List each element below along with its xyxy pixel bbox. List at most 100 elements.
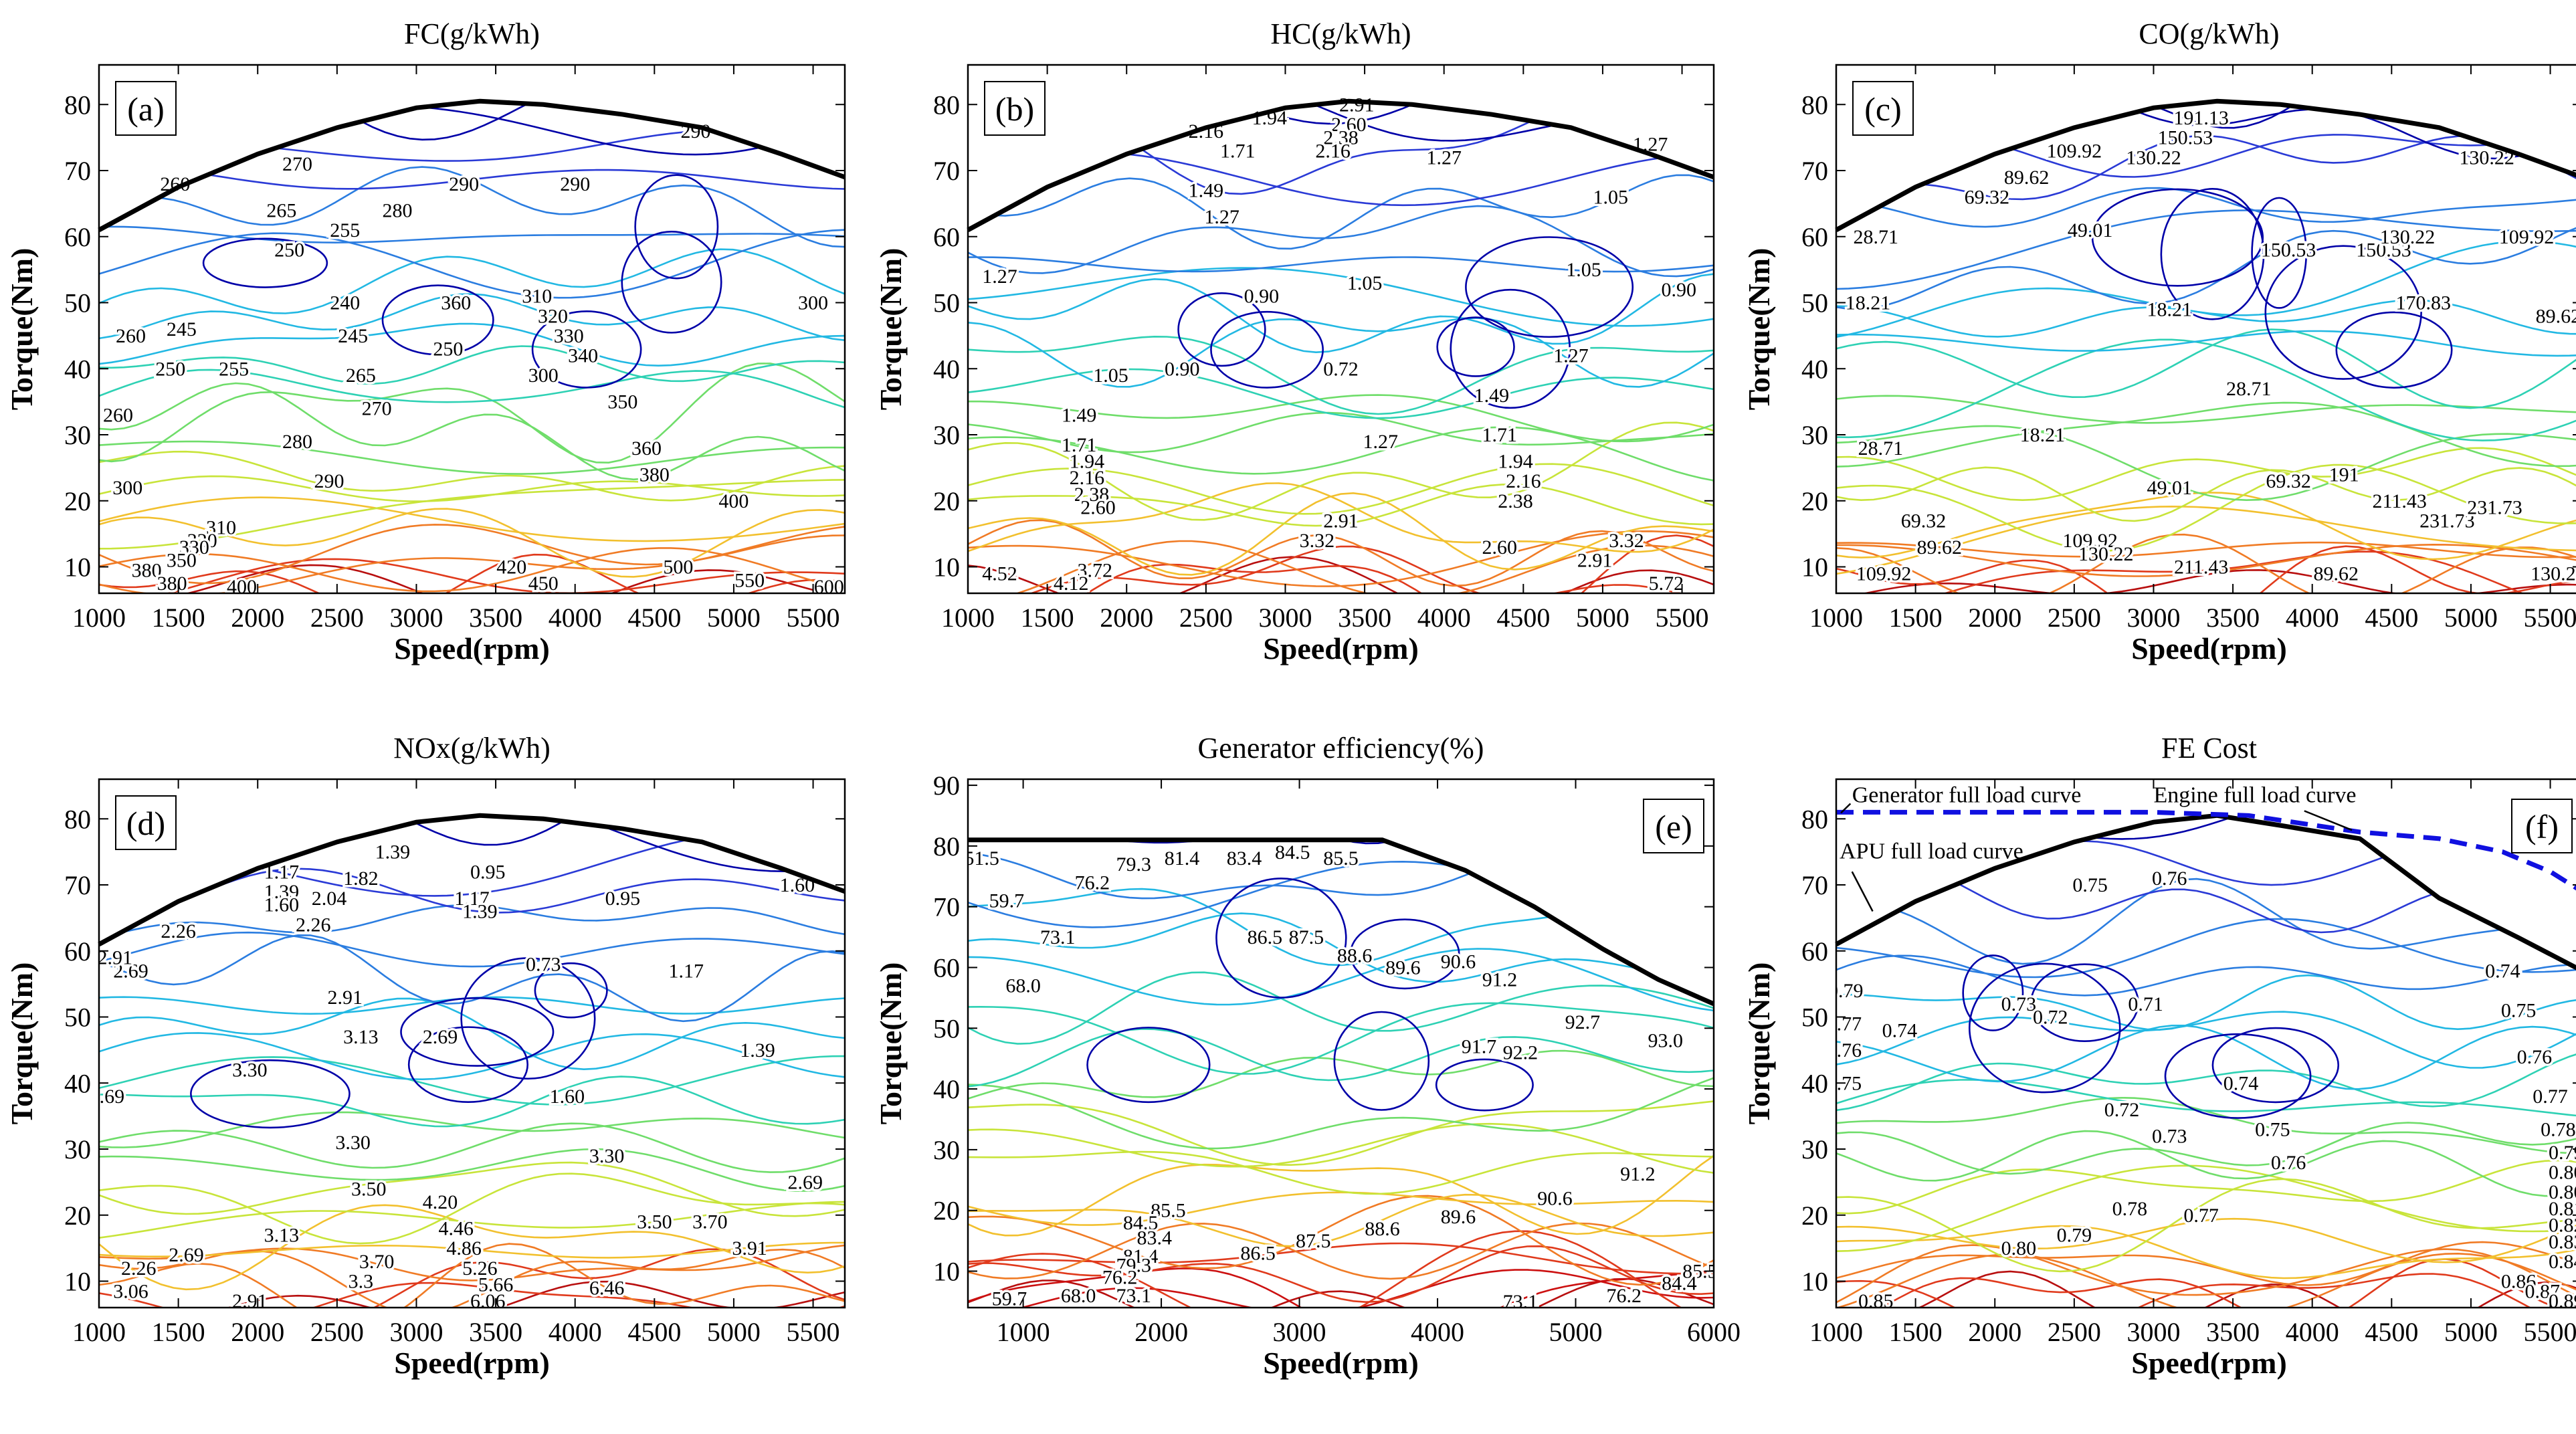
contour-label: 0.89 [2549,1290,2576,1312]
y-tick-label: 20 [1801,1201,1828,1231]
contour-lines [99,815,845,1308]
full-load-curve [1835,98,2576,232]
contour-label: 0.95 [605,888,641,910]
contour-line [1836,533,2576,593]
panel-label-box [984,81,1046,136]
contour-label: 91.7 [1462,1036,1497,1058]
contour-island [1450,288,1571,409]
contour-line [99,1282,845,1308]
contour-label: 85.5 [1323,847,1359,869]
contour-label: 89.62 [2004,167,2050,189]
contour-label: 2.69 [113,960,148,982]
contour-line [99,904,845,938]
x-tick-label: 4500 [627,1317,681,1347]
contour-line [968,394,1714,443]
contour-line [968,317,1714,388]
contour-line [99,508,845,578]
contour-line [1836,464,2576,552]
contour-label: 3.72 [1078,559,1113,581]
contour-label: 600 [814,576,844,598]
contour-label: 255 [219,358,249,380]
contour-label: 1.60 [264,894,300,916]
contour-label: 84.5 [1275,841,1310,863]
contour-label: 1.71 [1220,140,1256,162]
contour-label: 265 [266,199,296,221]
contour-line [968,534,1714,593]
contour-label: 92.2 [1503,1042,1539,1064]
contour-line [1836,1011,2576,1069]
y-tick-label: 50 [933,288,960,318]
contour-line [968,463,1714,515]
contour-line [99,440,845,475]
contour-label: 0.80 [2549,1181,2576,1203]
contour-label: 84.5 [1123,1212,1159,1234]
contour-label: 1.39 [375,841,411,863]
contour-line [968,948,1714,1012]
contour-label: 211.43 [2174,556,2228,579]
contour-label: 260 [103,404,133,426]
contour-island [2264,245,2422,380]
x-tick-label: 4000 [1417,603,1471,633]
contour-line [99,1204,845,1291]
contour-label: 2.91 [1323,510,1359,532]
contour-label: 28.71 [2226,378,2272,400]
panel-label: (a) [127,90,165,128]
x-tick-label: 2000 [1100,603,1153,633]
contour-label: 0.74 [2223,1072,2259,1094]
contour-line [1836,1252,2576,1308]
contour-line [1836,1164,2576,1252]
x-tick-label: 5500 [1656,603,1709,633]
contour-label: 3.91 [732,1237,767,1259]
contour-line [1836,1096,2576,1154]
y-tick-label: 60 [1801,222,1828,252]
contour-label: 300 [528,365,559,387]
contour-label: 2.91 [97,947,132,969]
contour-line [1836,878,2576,965]
contour-line [968,483,1714,527]
contour-line [968,411,1714,453]
contour-island [1215,878,1347,999]
arrow-generator [1840,803,1852,814]
panel-label: (b) [995,90,1034,128]
contour-label: 6.46 [589,1277,625,1299]
contour-label: 0.78 [2112,1198,2148,1220]
contour-label: 87.5 [1289,926,1324,948]
contour-label: 2.16 [1315,140,1351,162]
y-tick-label: 80 [1801,90,1828,120]
contour-label: 69.32 [1965,187,2010,209]
x-tick-label: 3500 [2206,603,2260,633]
axes-frame [1835,64,2576,595]
contour-island [2335,311,2453,389]
annotation-generator-curve: Generator full load curve [1852,783,2082,808]
chart-title: Generator efficiency(%) [1198,732,1484,764]
x-tick-label: 4500 [627,603,681,633]
contour-label: 245 [338,325,368,347]
panel-e: 51.559.768.073.176.279.3 81.4 83.4 84.5 85.5… [874,732,1741,1380]
panel-label: (e) [1655,808,1692,845]
contour-line [968,101,1714,125]
x-axis-label: Speed(rpm) [394,1346,550,1380]
x-tick-label: 5500 [787,1317,840,1347]
contour-line [1836,466,2576,522]
y-tick-label: 10 [1801,552,1828,583]
contour-label: 150.53 [2356,239,2411,262]
contour-label: 1.82 [343,867,379,890]
y-tick-label: 30 [1801,1134,1828,1164]
contour-label: 1.49 [1189,180,1224,202]
contour-label: 0.79 [2549,1142,2576,1164]
contour-label: 4.86 [446,1237,482,1259]
contour-label: 300 [798,292,828,314]
contour-label: 0.75 [2501,1000,2537,1022]
contour-label: 0.84 [2549,1251,2576,1273]
contour-label: 290 [449,173,479,195]
contour-line [99,475,845,502]
annotation-engine-curve: Engine full load curve [2153,783,2356,808]
contour-label: 0.79 [1828,980,1864,1002]
y-tick-label: 30 [64,420,91,450]
contour-label: 0.76 [2517,1046,2553,1068]
contour-label: 1.49 [1062,404,1097,426]
x-tick-label: 3000 [389,603,443,633]
y-tick-label: 60 [1801,936,1828,966]
contour-label: 290 [314,470,344,492]
contour-label: 2.26 [296,914,331,936]
